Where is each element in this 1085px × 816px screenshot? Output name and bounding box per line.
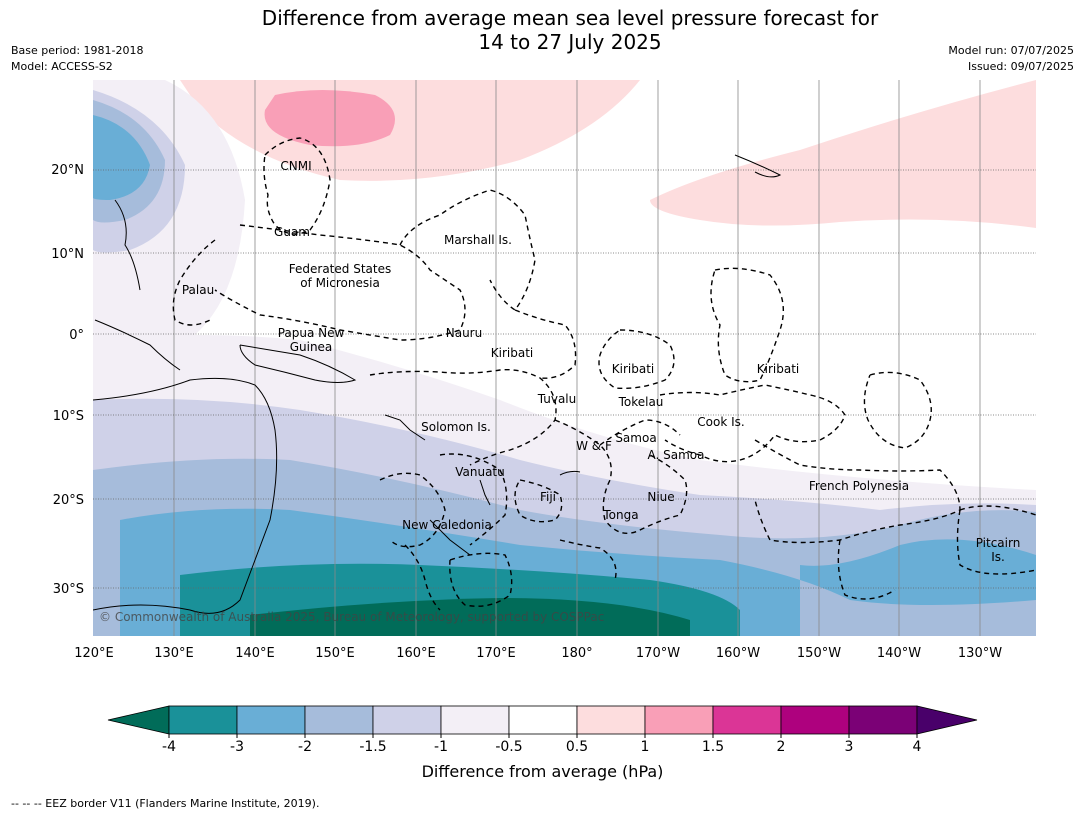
colorbar-segment <box>848 705 918 735</box>
title-line-1: Difference from average mean sea level p… <box>261 6 879 30</box>
lon-tick: 140°W <box>877 646 921 661</box>
label-cook-islands: Cook Is. <box>697 415 744 429</box>
lon-tick: 130°E <box>154 646 194 661</box>
label-american-samoa: A. Samoa <box>648 448 705 462</box>
lon-tick: 140°E <box>235 646 275 661</box>
label-kiribati-east: Kiribati <box>757 362 799 376</box>
page-title: Difference from average mean sea level p… <box>0 6 1085 54</box>
label-kiribati-central: Kiribati <box>612 362 654 376</box>
label-marshall-islands: Marshall Is. <box>444 233 512 247</box>
colorbar-tick-label: 3 <box>845 739 854 755</box>
colorbar-tick-label: -0.5 <box>495 739 522 755</box>
meridians <box>173 80 981 636</box>
negative-anomaly-south-6 <box>250 598 690 636</box>
colorbar-over-arrow <box>916 705 978 735</box>
issued-date: Issued: 09/07/2025 <box>967 60 1074 73</box>
label-niue: Niue <box>647 490 674 504</box>
lon-tick: 160°W <box>716 646 760 661</box>
label-cnmi: CNMI <box>280 159 311 173</box>
label-samoa: Samoa <box>615 431 656 445</box>
label-palau: Palau <box>182 283 214 297</box>
model-name: Model: ACCESS-S2 <box>11 60 113 73</box>
label-tokelau: Tokelau <box>618 395 664 409</box>
label-tuvalu: Tuvalu <box>537 392 577 406</box>
lon-tick: 180° <box>561 646 592 661</box>
lat-tick: 30°S <box>53 582 84 597</box>
lon-tick: 150°W <box>797 646 841 661</box>
lon-tick: 130°W <box>958 646 1002 661</box>
base-period: Base period: 1981-2018 <box>11 44 144 57</box>
colorbar-segment <box>440 705 510 735</box>
colorbar-tick-label: 1.5 <box>702 739 724 755</box>
label-kiribati-west: Kiribati <box>491 346 533 360</box>
title-line-2: 14 to 27 July 2025 <box>478 30 662 54</box>
parallels <box>93 169 1036 589</box>
lon-tick: 120°E <box>74 646 114 661</box>
label-fsm-line2: of Micronesia <box>300 276 380 290</box>
label-new-caledonia: New Caledonia <box>402 518 492 532</box>
label-fiji: Fiji <box>540 490 556 504</box>
label-fsm-line1: Federated States <box>289 262 391 276</box>
colorbar-tick-label: -3 <box>230 739 244 755</box>
positive-anomaly-northeast <box>650 80 1036 228</box>
colorbar-tick-label: 4 <box>913 739 922 755</box>
label-wallis-futuna: W & F <box>576 439 612 453</box>
colorbar-label: Difference from average (hPa) <box>421 762 664 781</box>
colorbar-segment <box>644 705 714 735</box>
label-png-line2: Guinea <box>290 340 333 354</box>
label-nauru: Nauru <box>446 326 482 340</box>
label-pitcairn-line1: Pitcairn <box>976 536 1021 550</box>
colorbar-tick-label: -4 <box>162 739 176 755</box>
colorbar-segment <box>236 705 306 735</box>
colorbar-tick-label: -2 <box>298 739 312 755</box>
label-solomon-islands: Solomon Is. <box>421 420 491 434</box>
colorbar-segment <box>508 705 578 735</box>
colorbar-segment <box>372 705 442 735</box>
longitude-ticks: 120°E 130°E 140°E 150°E 160°E 170°E 180°… <box>74 646 1002 661</box>
coastlines <box>93 154 782 614</box>
eez-borders <box>172 137 1036 611</box>
positive-anomaly-core <box>264 90 395 147</box>
lat-tick: 20°N <box>51 163 84 178</box>
negative-anomaly-west-4 <box>93 115 150 200</box>
label-vanuatu: Vanuatu <box>455 465 505 479</box>
lon-tick: 160°E <box>396 646 436 661</box>
lat-tick: 10°S <box>53 409 84 424</box>
colorbar-segment <box>576 705 646 735</box>
map-plot-area <box>93 80 1036 636</box>
colorbar: -4 -3 -2 -1.5 -1 -0.5 0.5 1 1.5 2 3 4 <box>107 705 978 755</box>
colorbar-segment <box>304 705 374 735</box>
label-pitcairn-line2: Is. <box>991 550 1005 564</box>
region-labels: CNMI Guam Marshall Is. Federated States … <box>182 159 1020 564</box>
lon-tick: 170°W <box>636 646 680 661</box>
footnote: -- -- -- EEZ border V11 (Flanders Marine… <box>11 797 320 810</box>
lat-tick: 10°N <box>51 247 84 262</box>
latitude-ticks: 20°N 10°N 0° 10°S 20°S 30°S <box>51 163 84 597</box>
meta-left: Base period: 1981-2018 Model: ACCESS-S2 <box>11 43 143 75</box>
lat-tick: 20°S <box>53 493 84 508</box>
colorbar-segment <box>168 705 238 735</box>
lon-tick: 170°E <box>476 646 516 661</box>
label-tonga: Tonga <box>602 508 638 522</box>
meta-right: Model run: 07/07/2025 Issued: 09/07/2025 <box>948 43 1074 75</box>
colorbar-tick-label: 0.5 <box>566 739 588 755</box>
label-guam: Guam <box>274 225 310 239</box>
colorbar-tick-label: 2 <box>777 739 786 755</box>
model-run: Model run: 07/07/2025 <box>948 44 1074 57</box>
colorbar-tick-label: 1 <box>641 739 650 755</box>
colorbar-tick-label: -1 <box>434 739 448 755</box>
label-french-polynesia: French Polynesia <box>809 479 909 493</box>
lon-tick: 150°E <box>315 646 355 661</box>
copyright-notice: © Commonwealth of Australia 2025, Bureau… <box>99 610 604 624</box>
colorbar-tick-label: -1.5 <box>359 739 386 755</box>
colorbar-segment <box>780 705 850 735</box>
label-png-line1: Papua New <box>278 326 345 340</box>
colorbar-under-arrow <box>107 705 170 735</box>
lat-tick: 0° <box>69 328 84 343</box>
colorbar-segment <box>712 705 782 735</box>
